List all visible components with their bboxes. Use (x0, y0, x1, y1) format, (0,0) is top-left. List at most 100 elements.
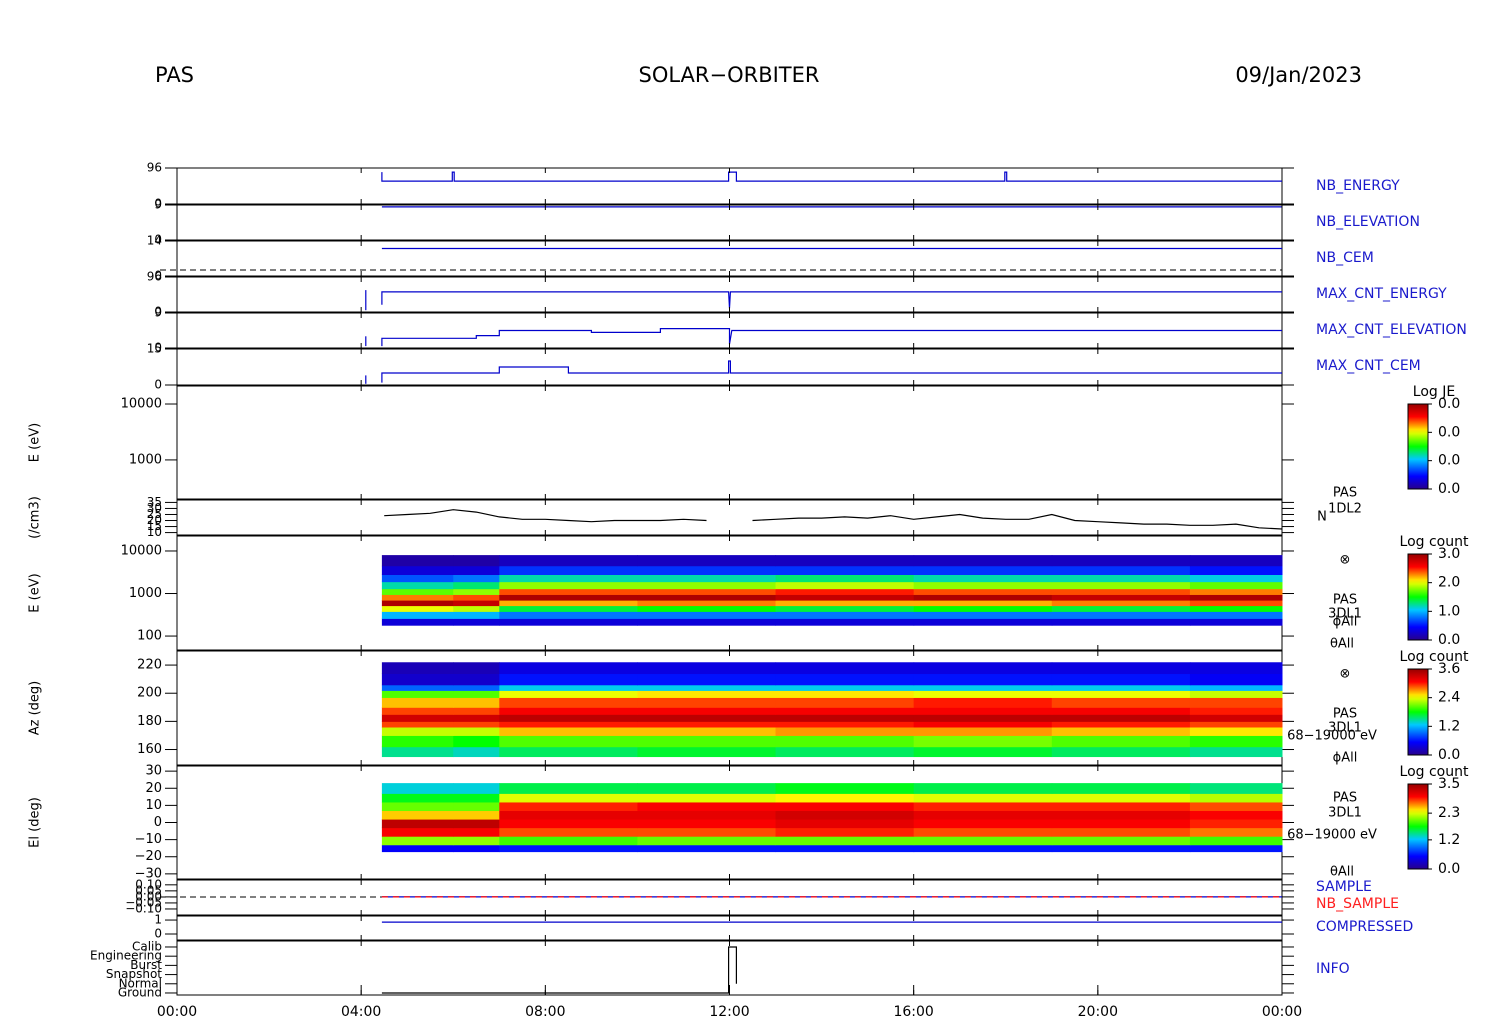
heat-cell (1189, 662, 1283, 675)
heat-cell (1051, 714, 1191, 722)
heat-cell (453, 819, 500, 829)
heat-cell (637, 793, 777, 803)
heat-cell (1051, 618, 1191, 626)
y-tick-label: 100 (137, 629, 162, 644)
y-tick-label: −30 (135, 866, 162, 881)
colorbar-title: Log count (1400, 534, 1469, 550)
heat-cell (1189, 746, 1283, 758)
x-tick-label: 00:00 (1262, 1004, 1302, 1020)
heat-cell (637, 684, 777, 691)
heat-cell (913, 565, 1053, 575)
panel-label: INFO (1316, 961, 1350, 977)
data-line (381, 328, 1282, 347)
y-tick-label: −0.05 (125, 895, 162, 909)
heat-cell (499, 662, 638, 675)
y-tick-label: 10 (147, 525, 162, 539)
colorbar-tick-label: 1.2 (1438, 832, 1460, 848)
heat-cell (1051, 746, 1191, 758)
y-tick-label: 220 (137, 658, 162, 673)
heat-cell (453, 565, 500, 575)
heat-cell (381, 588, 454, 595)
heat-cell (913, 844, 1053, 853)
heat-cell (381, 605, 454, 612)
panel-label: MAX_CNT_ENERGY (1316, 286, 1447, 302)
heat-cell (1189, 618, 1283, 626)
heat-cell (775, 801, 915, 812)
heat-cell (1189, 783, 1283, 794)
heat-cell (381, 690, 454, 698)
y-axis-label: E (eV) (28, 573, 43, 612)
y-tick-label: 0 (154, 197, 162, 211)
heat-cell (381, 810, 454, 820)
colorbar-tick-label: 3.6 (1438, 661, 1460, 677)
heat-cell (453, 673, 500, 686)
heat-cell (1051, 810, 1191, 820)
y-tick-label: 96 (147, 161, 162, 175)
colorbar (1407, 668, 1429, 756)
heat-cell (499, 611, 638, 619)
heat-cell (453, 555, 500, 567)
heat-cell (499, 697, 638, 708)
colorbar-tick-label: 2.3 (1438, 805, 1460, 821)
heat-cell (913, 611, 1053, 619)
heat-cell (775, 735, 915, 748)
heat-cell (637, 735, 777, 748)
y-tick-label: 0 (154, 815, 162, 830)
heat-cell (637, 836, 777, 846)
heat-cell (381, 600, 454, 607)
heat-cell (913, 783, 1053, 794)
heat-cell (913, 600, 1053, 607)
heat-cell (913, 707, 1053, 715)
colorbar-tick-label: 0.0 (1438, 453, 1460, 469)
heat-cell (499, 600, 638, 607)
heat-cell (1051, 836, 1191, 846)
y-tick-label: −10 (135, 832, 162, 847)
heat-cell (775, 574, 915, 583)
y-tick-label: −20 (135, 849, 162, 864)
side-label: 1DL2 (1328, 502, 1362, 517)
heat-cell (499, 618, 638, 626)
heat-cell (381, 662, 454, 675)
y-tick-label: 1000 (129, 452, 162, 467)
heat-cell (637, 801, 777, 812)
y-tick-label: 25 (147, 507, 162, 521)
heat-cell (775, 684, 915, 691)
y-tick-label: 9 (154, 306, 162, 320)
heat-cell (453, 801, 500, 812)
heat-cell (637, 662, 777, 675)
heat-cell (453, 735, 500, 748)
heat-cell (453, 707, 500, 715)
heat-cell (381, 801, 454, 812)
heat-cell (637, 819, 777, 829)
colorbar-tick-label: 1.2 (1438, 718, 1460, 734)
x-tick-label: 00:00 (157, 1004, 197, 1020)
heat-cell (913, 605, 1053, 612)
heat-cell (913, 727, 1053, 736)
heat-cell (775, 581, 915, 590)
header-right: 09/Jan/2023 (1235, 63, 1362, 87)
y-tick-label: 180 (137, 714, 162, 729)
heat-cell (1051, 793, 1191, 803)
heat-cell (775, 844, 915, 853)
heat-cell (775, 697, 915, 708)
heat-cell (637, 810, 777, 820)
y-tick-label: 200 (137, 686, 162, 701)
data-line (384, 509, 707, 523)
heat-cell (381, 793, 454, 803)
heat-cell (913, 690, 1053, 698)
heat-cell (637, 673, 777, 686)
heat-cell (499, 727, 638, 736)
heat-cell (637, 714, 777, 722)
y-tick-label: Snapshot (106, 967, 162, 981)
heat-cell (499, 819, 638, 829)
y-tick-label: 0 (154, 341, 162, 355)
heat-cell (1189, 594, 1283, 601)
data-line (381, 360, 1282, 383)
side-label: 3DL1 (1328, 607, 1362, 622)
heat-cell (1189, 555, 1283, 567)
heat-cell (775, 746, 915, 758)
heat-cell (913, 827, 1053, 837)
y-tick-label: 0 (154, 305, 162, 319)
colorbar-tick-label: 0.0 (1438, 396, 1460, 412)
heat-cell (453, 783, 500, 794)
